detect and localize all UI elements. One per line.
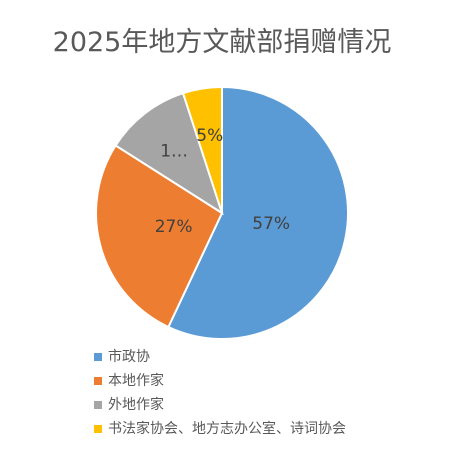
pie-slice bbox=[95, 144, 224, 329]
data-label: 1… bbox=[160, 141, 188, 161]
legend-label: 本地作家 bbox=[108, 372, 164, 389]
legend-swatch bbox=[94, 353, 102, 361]
pie-slice bbox=[181, 85, 223, 214]
data-label: 5% bbox=[196, 126, 223, 146]
data-label: 27% bbox=[155, 217, 193, 237]
legend-swatch bbox=[94, 425, 102, 433]
legend-label: 书法家协会、地方志办公室、诗词协会 bbox=[108, 420, 346, 437]
pie-slice bbox=[114, 91, 224, 216]
pie-slice bbox=[167, 85, 349, 340]
data-label: 57% bbox=[252, 214, 290, 234]
legend-label: 外地作家 bbox=[108, 396, 164, 413]
legend-swatch bbox=[94, 401, 102, 409]
chart-title: 2025年地方文献部捐赠情况 bbox=[52, 27, 392, 58]
legend-swatch bbox=[94, 377, 102, 385]
legend-label: 市政协 bbox=[108, 348, 150, 365]
